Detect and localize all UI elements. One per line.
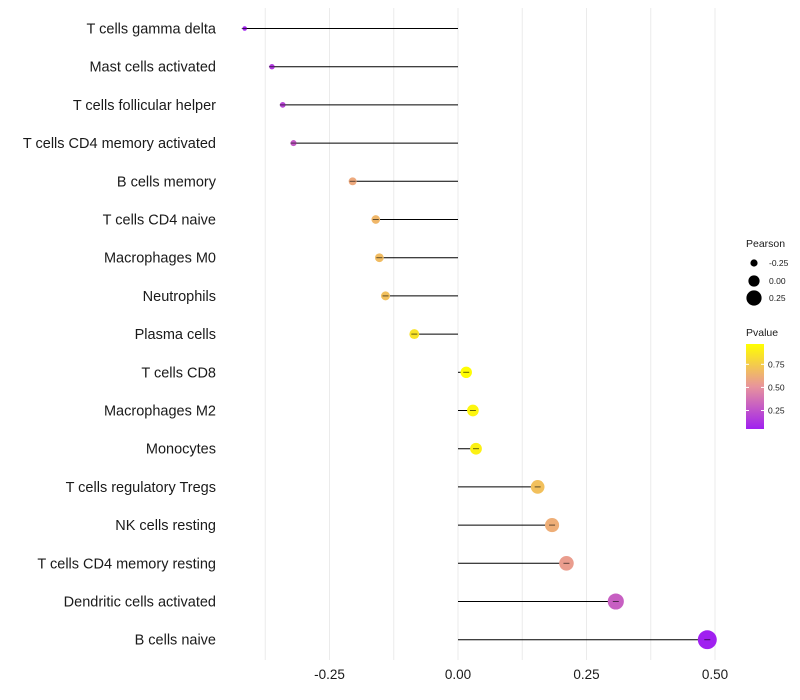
pearson-legend-key <box>750 259 758 267</box>
category-label: B cells memory <box>117 174 217 190</box>
category-label: T cells gamma delta <box>87 22 217 38</box>
category-label: Macrophages M2 <box>104 404 216 420</box>
category-label: B cells naive <box>135 633 216 649</box>
lollipop-stems <box>244 28 708 641</box>
category-labels: T cells gamma delta Mast cells activated T… <box>23 22 217 649</box>
pearson-size-legend: Pearson -0.25 0.00 0.25 <box>746 238 789 306</box>
category-label: T cells CD4 memory activated <box>23 136 216 152</box>
category-label: T cells follicular helper <box>73 98 216 114</box>
pvalue-legend-label: 0.75 <box>768 359 785 369</box>
x-tick-label: 0.00 <box>445 667 471 682</box>
pvalue-colorbar <box>746 344 764 429</box>
category-label: Monocytes <box>146 442 216 458</box>
category-label: Macrophages M0 <box>104 251 216 267</box>
pearson-legend-label: -0.25 <box>769 258 789 268</box>
category-label: T cells CD8 <box>141 365 216 381</box>
pearson-legend-title: Pearson <box>746 238 785 250</box>
grid-lines <box>264 8 716 660</box>
category-label: Plasma cells <box>135 327 216 343</box>
x-tick-label: 0.50 <box>702 667 728 682</box>
category-label: NK cells resting <box>115 518 216 534</box>
pearson-legend-key <box>748 275 760 287</box>
category-label: T cells CD4 naive <box>103 213 216 229</box>
pvalue-color-legend: Pvalue 0.75 0.50 0.25 <box>746 327 785 429</box>
pearson-legend-key <box>746 290 762 306</box>
category-label: Neutrophils <box>143 289 216 305</box>
category-label: T cells regulatory Tregs <box>66 480 216 496</box>
category-label: Mast cells activated <box>89 60 216 76</box>
pvalue-legend-title: Pvalue <box>746 327 778 339</box>
x-axis-tick-labels: -0.25 0.00 0.25 0.50 <box>314 667 728 682</box>
pearson-legend-label: 0.25 <box>769 293 786 303</box>
pearson-legend-label: 0.00 <box>769 276 786 286</box>
category-label: T cells CD4 memory resting <box>37 556 216 572</box>
pvalue-legend-label: 0.25 <box>768 406 785 416</box>
pvalue-legend-label: 0.50 <box>768 382 785 392</box>
x-tick-label: 0.25 <box>573 667 599 682</box>
lollipop-points <box>241 26 717 650</box>
category-label: Dendritic cells activated <box>64 595 216 611</box>
x-tick-label: -0.25 <box>314 667 345 682</box>
